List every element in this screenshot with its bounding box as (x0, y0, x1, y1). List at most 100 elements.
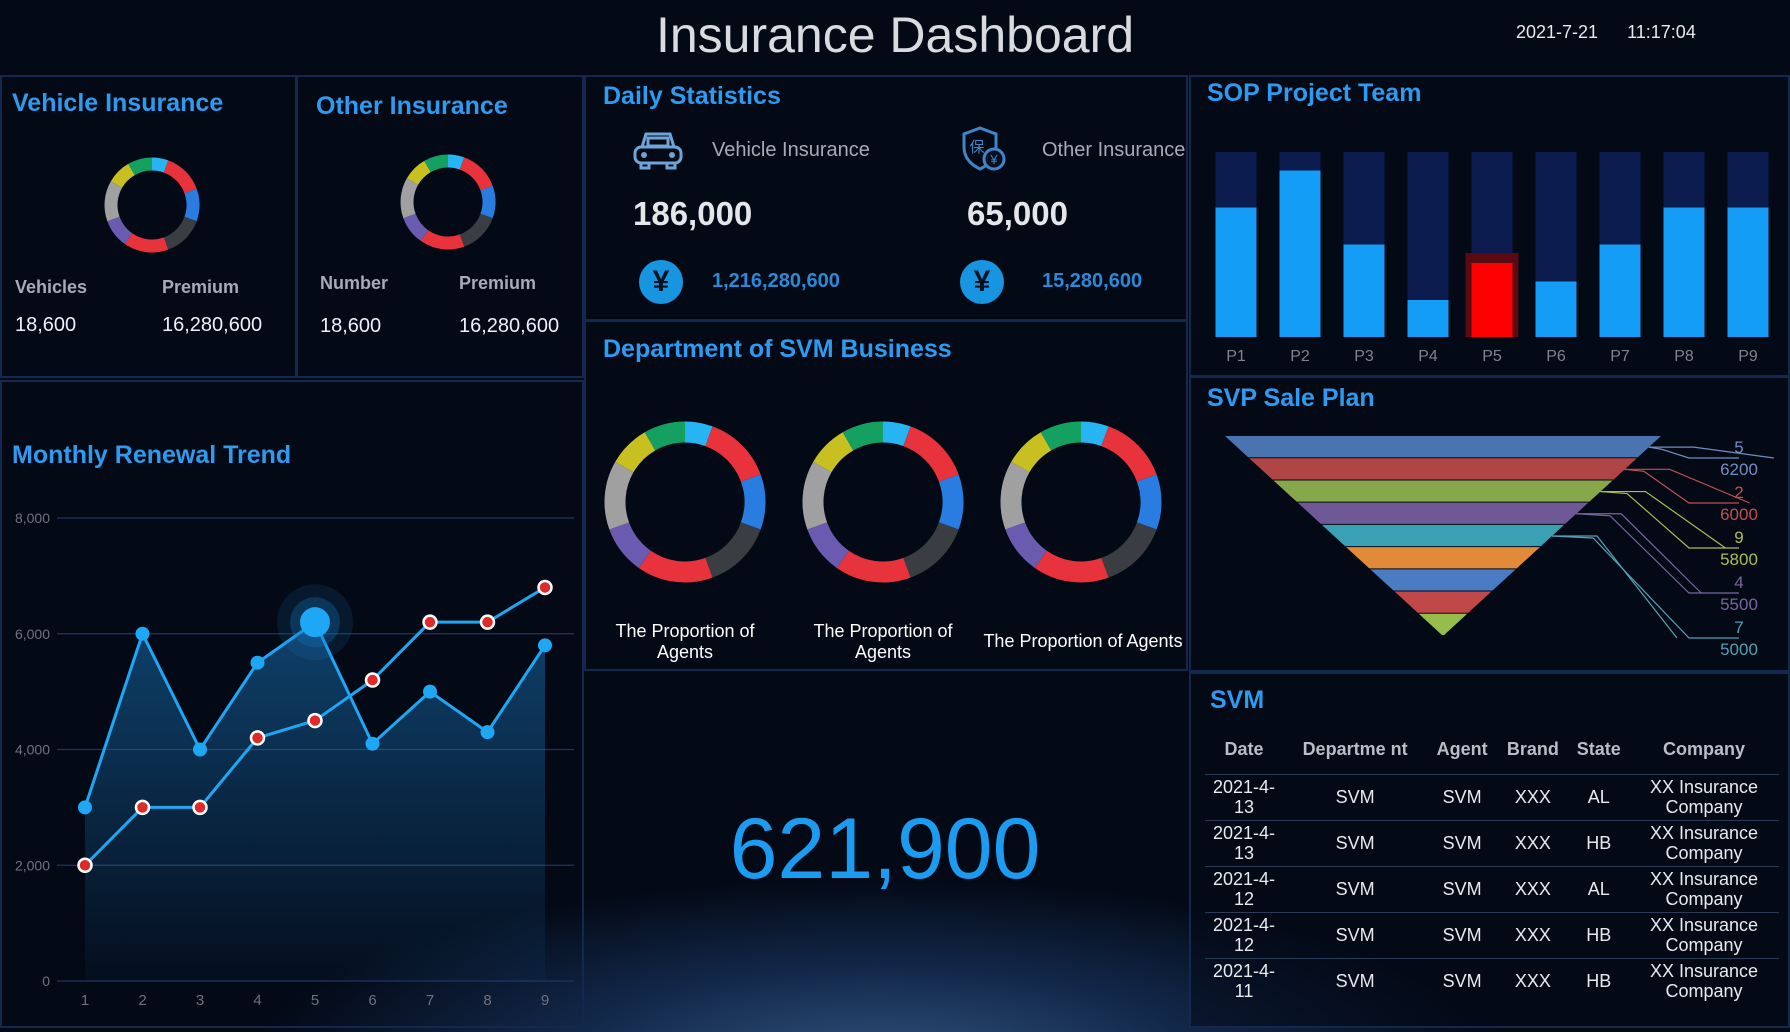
table-row[interactable]: 2021-4-13 SVM SVM XXX AL XX Insurance Company (1205, 773, 1779, 820)
yen-icon: ¥ (960, 260, 1004, 304)
table-row[interactable]: 2021-4-11 SVM SVM XXX HB XX Insurance Company (1205, 957, 1779, 1004)
donut-segment (151, 157, 169, 173)
column-header[interactable]: Company (1662, 738, 1745, 759)
donut-segment (400, 178, 419, 219)
donut-segment (1040, 421, 1082, 451)
funnel-leader-line (1552, 535, 1678, 639)
donut-segment (807, 521, 850, 568)
donut-segment (604, 461, 634, 530)
donut-segment (1034, 550, 1109, 583)
funnel-band (1394, 591, 1492, 613)
funnel-label-name: 4 (1734, 573, 1743, 592)
other-count: 65,000 (967, 195, 1068, 232)
donut-segment (1100, 521, 1157, 578)
donut-segment (459, 157, 493, 191)
donut-segment (704, 426, 761, 483)
data-point (480, 725, 495, 740)
funnel-band (1225, 436, 1661, 458)
table-row[interactable]: 2021-4-13 SVM SVM XXX HB XX Insurance Company (1205, 819, 1779, 866)
number-value: 18,600 (320, 315, 382, 337)
y-tick-label: 0 (42, 973, 50, 989)
donut-caption: The Proportion of Agents (813, 621, 953, 662)
donut-segment (163, 216, 197, 250)
premium-label: Premium (162, 277, 240, 297)
table-cell: HB (1568, 819, 1629, 866)
svm-table: Date Departme nt Agent Brand State Company 202… (1205, 724, 1779, 1004)
donut-segment (124, 233, 169, 253)
funnel-leader-line (1576, 513, 1702, 594)
panel-title: Daily Statistics (603, 82, 781, 110)
table-cell: XXX (1497, 865, 1569, 912)
column-header[interactable]: Departme nt (1302, 738, 1408, 759)
x-tick-label: 4 (253, 992, 261, 1009)
funnel-label-value: 5000 (1720, 640, 1758, 659)
x-tick-label: P8 (1674, 348, 1694, 365)
table-cell: SVM (1283, 773, 1428, 820)
x-tick-label: 8 (483, 992, 491, 1009)
donut-segment (882, 421, 911, 447)
bar (1215, 207, 1257, 337)
funnel-leader-line (1600, 490, 1739, 549)
data-point (364, 672, 381, 688)
donut-segment (902, 521, 959, 578)
donut-segment (1005, 521, 1048, 568)
series-area (85, 622, 545, 981)
data-point (422, 614, 438, 630)
funnel-label-name: 9 (1734, 528, 1743, 547)
agents-donut (1000, 421, 1162, 583)
premium-value: 16,280,600 (162, 314, 263, 336)
data-point (77, 857, 93, 873)
table-cell: 2021-4-12 (1205, 911, 1283, 958)
department-panel: Department of SVM Business The Proportio… (584, 320, 1188, 671)
table-row[interactable]: 2021-4-12 SVM SVM XXX HB XX Insurance Company (1205, 911, 1779, 958)
table-cell: XXX (1497, 819, 1569, 866)
x-tick-label: P6 (1546, 348, 1566, 365)
vehicle-donut (104, 157, 200, 253)
x-tick-label: P3 (1354, 348, 1374, 365)
table-cell: 2021-4-13 (1205, 819, 1283, 866)
x-tick-label: P5 (1482, 348, 1502, 365)
column-header[interactable]: State (1576, 738, 1621, 759)
other-insurance-label: Other Insurance (1042, 139, 1186, 161)
table-cell: SVM (1283, 819, 1428, 866)
insurance-shield-icon: ¥保 (962, 126, 1006, 171)
donut-segment (836, 550, 911, 583)
table-cell: SVM (1427, 819, 1498, 866)
data-point (249, 730, 266, 746)
bar (1535, 281, 1577, 337)
panel-title: SVP Sale Plan (1207, 384, 1375, 412)
table-row[interactable]: 2021-4-12 SVM SVM XXX AL XX Insurance Company (1205, 865, 1779, 912)
agents-donut (802, 421, 964, 583)
donut-segment (447, 154, 465, 170)
bar (1279, 170, 1321, 337)
data-point (193, 742, 207, 757)
column-header[interactable]: Agent (1436, 738, 1488, 759)
donut-segment (163, 160, 197, 194)
donut-caption: The Proportion of Agents (983, 631, 1183, 651)
funnel-band (1321, 524, 1565, 547)
donut-segment (609, 521, 652, 568)
x-tick-label: P7 (1610, 348, 1630, 365)
x-tick-label: P4 (1418, 348, 1438, 365)
funnel-leader-line (1648, 446, 1739, 459)
x-tick-label: P1 (1226, 348, 1246, 365)
table-cell: XX Insurance Company (1629, 773, 1779, 820)
table-cell: 2021-4-13 (1205, 773, 1283, 820)
other-donut (400, 154, 496, 250)
table-cell: SVM (1427, 773, 1498, 820)
column-header[interactable]: Brand (1506, 738, 1559, 759)
date: 2021-7-21 (1516, 22, 1599, 42)
car-icon (633, 132, 683, 170)
column-header[interactable]: Date (1224, 738, 1264, 759)
x-tick-label: 6 (368, 992, 376, 1009)
x-tick-label: 2 (138, 992, 146, 1009)
donut-segment (802, 461, 832, 530)
donut-segment (110, 163, 136, 189)
table-cell: AL (1568, 865, 1629, 912)
data-point (423, 684, 437, 699)
total-number: 621,900 (729, 801, 1041, 897)
data-point (307, 712, 323, 729)
funnel-band (1418, 613, 1468, 635)
x-tick-label: 3 (196, 992, 204, 1009)
donut-segment (684, 421, 713, 447)
